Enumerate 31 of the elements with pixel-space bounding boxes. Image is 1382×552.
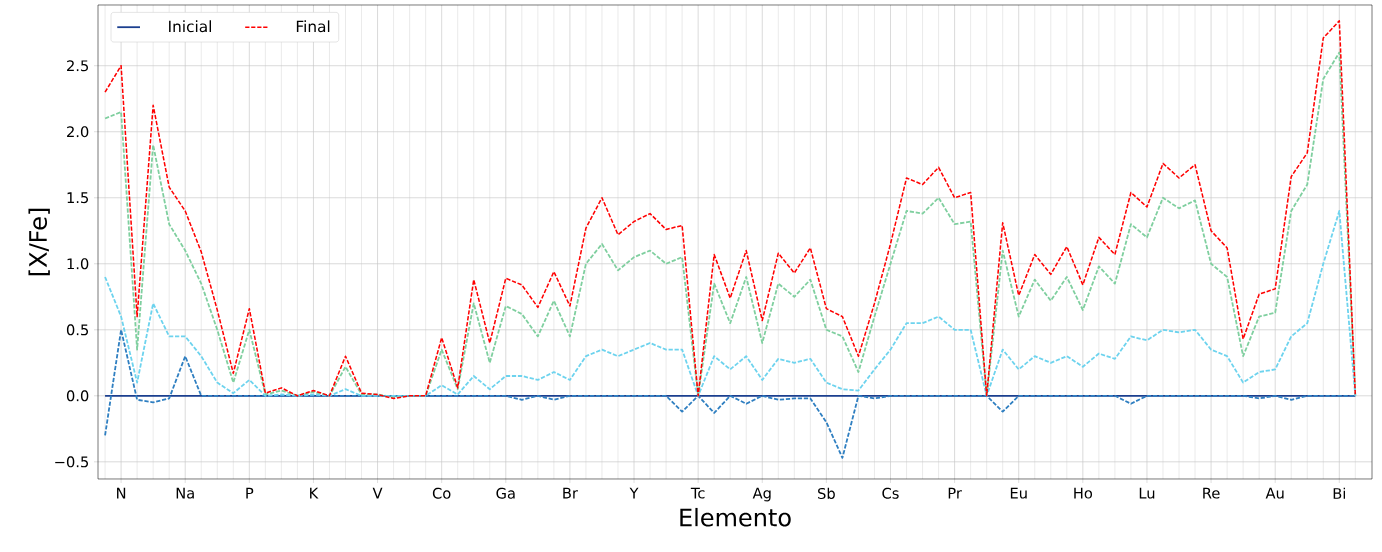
legend-label: Inicial: [169, 20, 211, 33]
x-tick-label: K: [310, 487, 319, 499]
x-tick-label: Tc: [690, 487, 705, 499]
x-tick-label: Na: [176, 487, 194, 499]
x-tick-label: Au: [1265, 487, 1284, 499]
y-tick-label: 2.5: [67, 60, 89, 72]
x-tick-label: N: [117, 487, 126, 499]
x-tick-label: Ag: [752, 487, 771, 502]
x-tick-label: Br: [563, 487, 578, 499]
x-tick-label: Eu: [1010, 487, 1027, 499]
x-tick-label: Ga: [496, 487, 515, 499]
y-tick-label: −0.5: [55, 456, 89, 468]
x-tick-label: Y: [629, 487, 639, 499]
x-tick-label: Re: [1203, 487, 1220, 499]
y-tick-label: 1.0: [67, 258, 89, 270]
y-tick-label: 0.0: [66, 390, 89, 402]
x-tick-label: Cs: [882, 487, 899, 499]
x-tick-label: Ho: [1074, 487, 1093, 499]
x-tick-label: Bi: [1333, 487, 1345, 499]
y-tick-label: 1.5: [67, 192, 89, 204]
x-tick-label: Co: [432, 487, 451, 499]
x-tick-label: Pr: [948, 487, 962, 499]
x-tick-label: V: [372, 487, 383, 499]
x-tick-label: Lu: [1139, 487, 1155, 499]
x-axis-title: Elemento: [680, 507, 791, 527]
y-tick-label: 2.0: [67, 126, 89, 138]
x-tick-label: Sb: [818, 487, 835, 500]
y-axis-title: [X/Fe]: [28, 208, 50, 276]
x-tick-label: P: [246, 487, 254, 499]
legend-label: Final: [296, 20, 330, 33]
y-tick-label: 0.5: [66, 324, 89, 336]
